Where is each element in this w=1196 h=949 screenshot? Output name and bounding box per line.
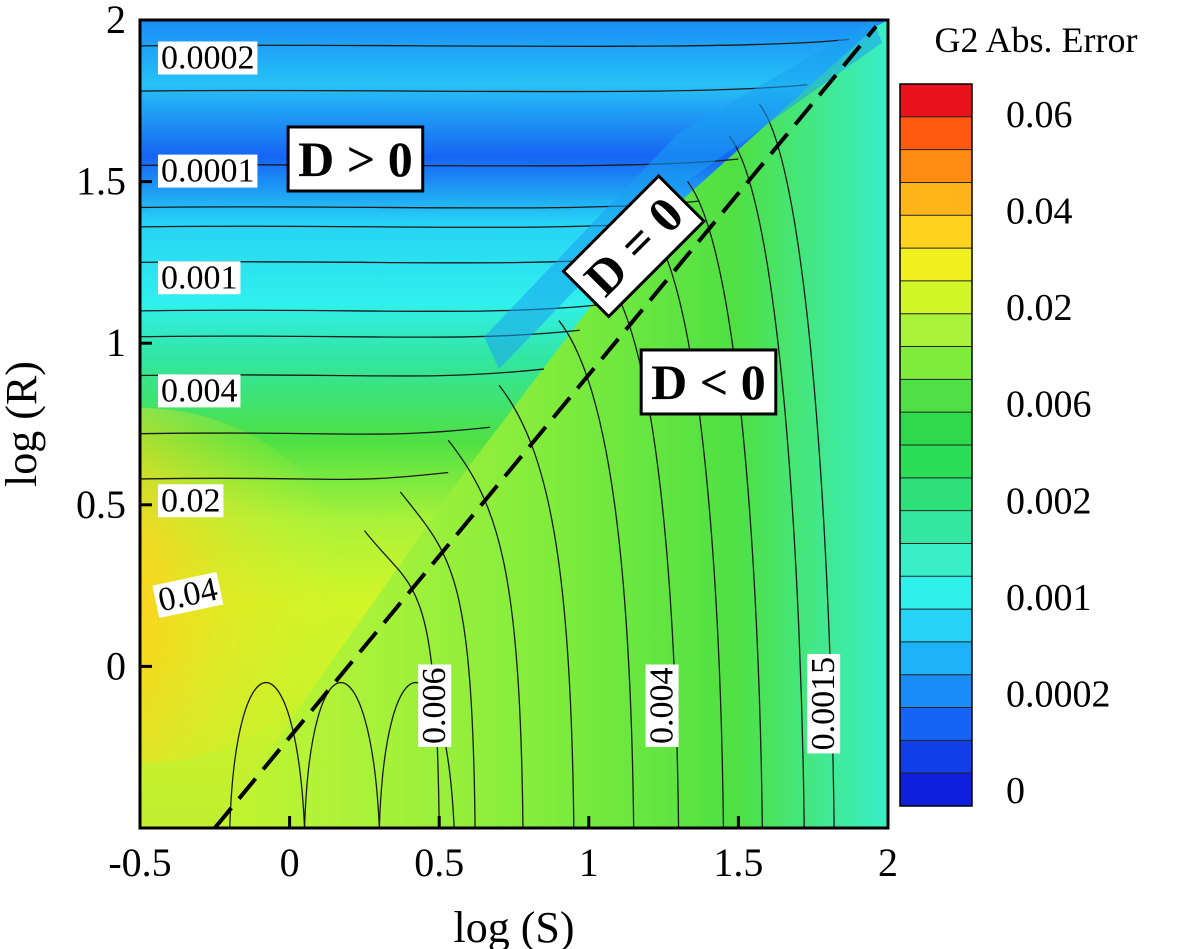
contour-line-horizontal [140, 83, 808, 93]
colorbar-title: G2 Abs. Error [935, 20, 1138, 60]
contour-label: 0.004 [157, 372, 241, 409]
y-axis-title: log (R) [0, 361, 46, 487]
colorbar-segment [900, 641, 972, 676]
region-label: D > 0 [286, 125, 425, 193]
contour-label-box [157, 41, 258, 75]
x-tick-label: 0.5 [414, 840, 464, 885]
colorbar-segment [900, 346, 972, 380]
contour-label-box [157, 154, 258, 188]
contour-label-text: 0.0002 [161, 39, 255, 76]
y-axis: 0 0.5 1 1.5 2 [76, 0, 152, 688]
colorbar-segment [900, 543, 972, 577]
colorbar-segment [900, 740, 972, 774]
colorbar-segment [900, 182, 972, 216]
colorbar-segment [900, 280, 972, 315]
colorbar: 0.06 0.04 0.02 0.006 0.002 0.001 0.0002 0 [899, 83, 1111, 812]
colorbar-segment [900, 510, 972, 544]
contour-line-vertical [687, 181, 763, 828]
y-tick-label: 1.5 [76, 159, 126, 204]
x-tick-label: 2 [878, 840, 898, 885]
contour-labels: 0.0002 0.0001 0.001 0.004 0.02 0.04 0.006 0.004… [152, 39, 842, 754]
x-tick-label: 1 [579, 840, 599, 885]
region-label-box [561, 173, 707, 319]
contour-label-text: 0.001 [161, 259, 238, 296]
contour-line-arch [229, 681, 306, 828]
colorbar-segment [900, 477, 972, 512]
contour-label: 0.04 [152, 571, 224, 619]
contour-label-box [418, 664, 452, 747]
region-label-text: D < 0 [651, 354, 766, 410]
x-axis: -0.5 0 0.5 1 1.5 2 [108, 816, 898, 885]
colorbar-label: 0.002 [1006, 480, 1092, 522]
x-tick-label: -0.5 [108, 840, 171, 885]
plot-frame [138, 18, 890, 830]
contour-line-vertical [648, 223, 725, 828]
colorbar-segment [900, 707, 972, 741]
colorbar-segment [900, 215, 972, 249]
contour-label-text: 0.004 [161, 372, 238, 409]
colorbar-segment [900, 773, 972, 807]
colorbar-segment [900, 149, 972, 183]
region-label: D < 0 [639, 348, 778, 416]
colorbar-segment [900, 412, 972, 446]
contour-label: 0.0002 [157, 39, 258, 76]
colorbar-label: 0 [1006, 770, 1025, 812]
colorbar-segment [900, 116, 972, 151]
y-tick-label: 2 [106, 0, 126, 42]
contour-label: 0.02 [157, 482, 224, 519]
contour-label-text: 0.02 [161, 482, 221, 519]
colorbar-label: 0.02 [1006, 287, 1073, 329]
contour-line-vertical [399, 491, 476, 828]
contour-line-arch [303, 681, 381, 828]
contour-label-box [152, 572, 224, 618]
colorbar-segment [900, 84, 972, 118]
contour-line-vertical [558, 320, 635, 828]
x-axis-title: log (S) [454, 903, 575, 949]
contour-label: 0.004 [644, 664, 681, 747]
contour-label-text: 0.004 [644, 667, 681, 744]
contour-line-vertical [498, 384, 575, 828]
contour-label: 0.006 [416, 664, 453, 747]
x-tick-label: 0 [280, 840, 300, 885]
contour-label-box [807, 653, 841, 754]
x-tick-label: 1.5 [713, 840, 763, 885]
contour-label-text: 0.0001 [161, 153, 255, 190]
region-label-text: D > 0 [298, 131, 413, 187]
transition-band [484, 20, 883, 370]
y-tick-label: 0 [106, 643, 126, 688]
contour-label: 0.001 [157, 259, 241, 296]
contour-line-horizontal [140, 471, 449, 481]
colorbar-label: 0.001 [1006, 577, 1092, 619]
region-label-box [286, 125, 425, 193]
contour-label-text: 0.006 [416, 667, 453, 744]
colorbar-label: 0.04 [1006, 191, 1073, 233]
contour-label-text: 0.0015 [805, 657, 842, 751]
colorbar-frame [899, 83, 973, 807]
contour-label-box [157, 261, 241, 295]
contour-label-box [157, 374, 241, 408]
contour-label-box [645, 664, 679, 747]
contour-line-vertical [447, 439, 524, 828]
colorbar-segment [900, 674, 972, 709]
dashed-d0-line [213, 25, 878, 828]
colorbar-segment [900, 313, 972, 348]
contour-label-box [157, 484, 224, 518]
colorbar-segment [900, 248, 972, 282]
colorbar-label: 0.0002 [1006, 673, 1111, 715]
colorbar-segment [900, 576, 972, 610]
colorbar-label: 0.006 [1006, 384, 1092, 426]
contour-label: 0.0001 [157, 153, 258, 190]
colorbar-segment [900, 379, 972, 413]
colorbar-label: 0.06 [1006, 94, 1073, 136]
contour-line-arch [378, 681, 455, 828]
contour-label: 0.0015 [805, 653, 842, 754]
plot-area [140, 20, 888, 828]
y-tick-label: 1 [106, 320, 126, 365]
contour-line-horizontal [140, 426, 491, 435]
region-label-box [639, 348, 778, 416]
y-tick-label: 0.5 [76, 482, 126, 527]
colorbar-segment [900, 609, 972, 643]
colorbar-segment [900, 445, 972, 479]
